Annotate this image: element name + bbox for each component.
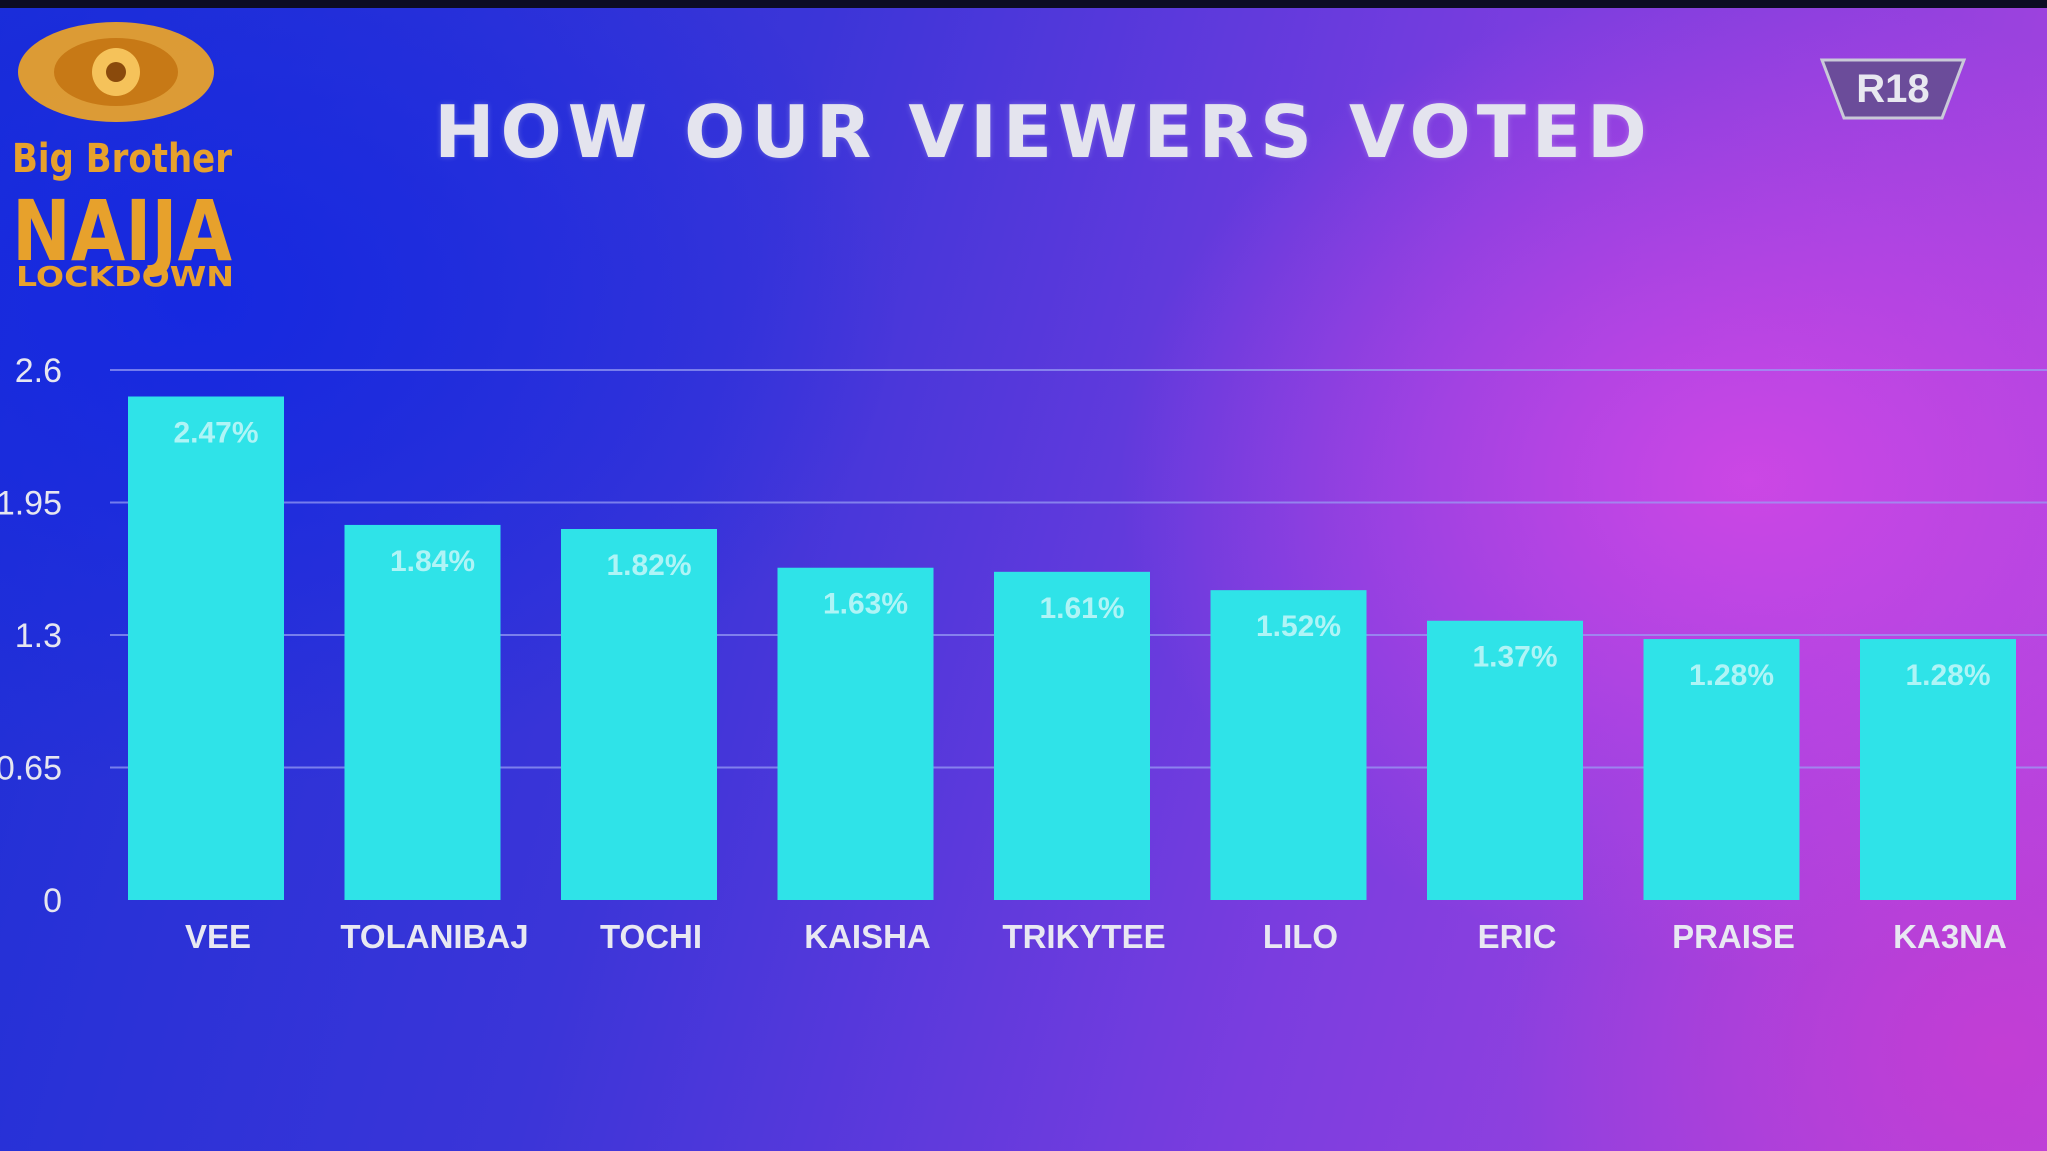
category-label-kaisha: KAISHA <box>804 918 931 955</box>
bar-vee <box>128 396 284 900</box>
bar-praise <box>1643 639 1800 900</box>
data-label-vee: 2.47% <box>173 417 258 450</box>
screen-top-edge <box>0 0 2047 8</box>
logo-line-3: LOCKDOWN <box>16 260 234 290</box>
category-label-lilo: LILO <box>1263 918 1338 955</box>
rating-badge: R18 <box>1819 58 1967 120</box>
category-label-eric: ERIC <box>1478 918 1557 955</box>
bar-kaisha <box>777 567 934 900</box>
y-tick-label: 1.95 <box>0 485 62 523</box>
data-label-tolanibaj: 1.84% <box>390 545 475 578</box>
chart-title: HOW OUR VIEWERS VOTED <box>434 90 1653 174</box>
x-axis-categories: VEE TOLANIBAJ TOCHI KAISHA TRIKYTEE LILO ERIC P… <box>185 918 2007 955</box>
logo-line-2: NAIJA <box>12 182 232 280</box>
category-label-praise: PRAISE <box>1672 918 1795 955</box>
y-tick-label: 1.3 <box>15 617 62 655</box>
data-label-ka3na: 1.28% <box>1905 659 1990 692</box>
bar-tochi <box>561 529 717 900</box>
data-label-trikytee: 1.61% <box>1039 592 1124 625</box>
data-label-kaisha: 1.63% <box>823 588 908 621</box>
category-label-tolanibaj: TOLANIBAJ <box>340 918 528 955</box>
rating-badge-label: R18 <box>1856 67 1929 111</box>
bar-tolanibaj <box>344 524 501 900</box>
big-brother-naija-logo: Big Brother NAIJA LOCKDOWN <box>12 22 234 290</box>
bar-ka3na <box>1860 639 2016 900</box>
y-tick-label: 0 <box>43 882 62 920</box>
logo-line-1: Big Brother <box>12 136 232 182</box>
data-label-lilo: 1.52% <box>1256 610 1341 643</box>
data-label-tochi: 1.82% <box>606 549 691 582</box>
data-label-eric: 1.37% <box>1472 641 1557 674</box>
y-tick-label: 2.6 <box>15 352 62 390</box>
bars <box>128 396 2016 900</box>
category-label-tochi: TOCHI <box>600 918 702 955</box>
bar-lilo <box>1210 590 1367 900</box>
data-labels: 2.47% 1.84% 1.82% 1.63% 1.61% 1.52% 1.37% 1.28%… <box>173 417 1990 693</box>
y-tick-label: 0.65 <box>0 750 62 788</box>
category-label-vee: VEE <box>185 918 251 955</box>
data-label-praise: 1.28% <box>1689 659 1774 692</box>
bar-trikytee <box>994 571 1150 900</box>
y-axis-ticks: 0 0.65 1.3 1.95 2.6 <box>0 352 62 920</box>
category-label-ka3na: KA3NA <box>1893 918 2007 955</box>
category-label-trikytee: TRIKYTEE <box>1002 918 1165 955</box>
bar-eric <box>1427 620 1583 900</box>
